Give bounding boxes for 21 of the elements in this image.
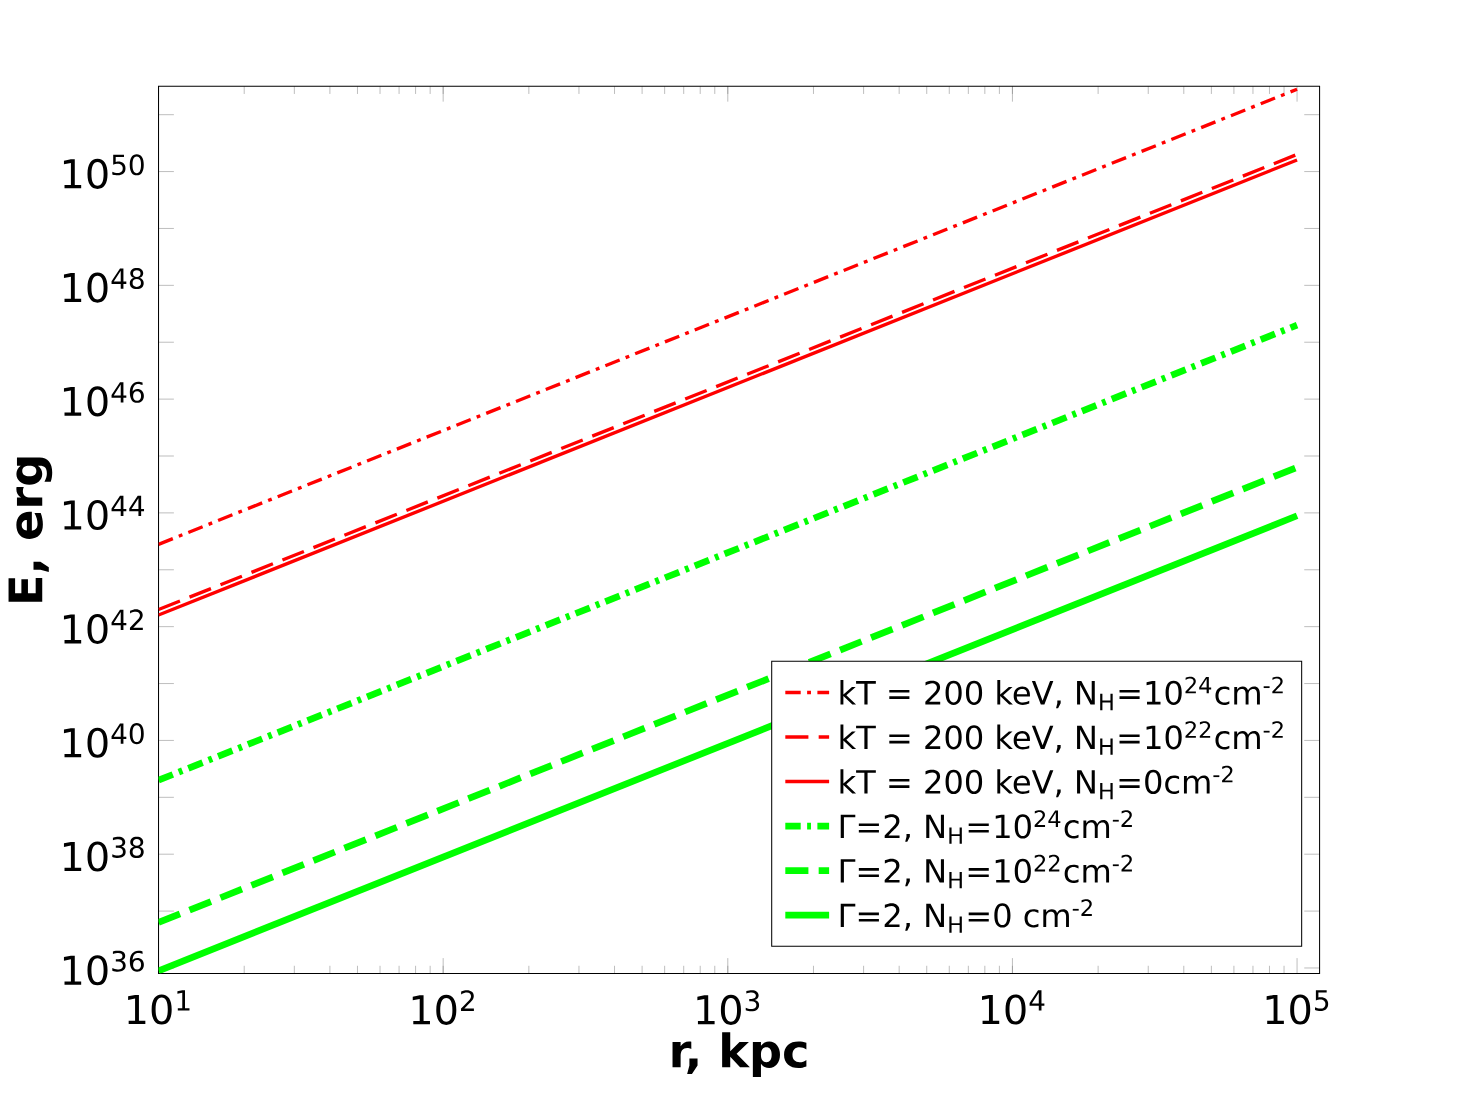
y-tick-label: 10$^{36}$	[63, 950, 144, 986]
legend-label: kT = 200 keV, N$_{H}$=10$^{24}$cm$^{-2}$	[840, 676, 1283, 711]
legend-label: kT = 200 keV, N$_{H}$=10$^{22}$cm$^{-2}$	[840, 721, 1283, 756]
legend-label: Γ=2, N$_{H}$=10$^{24}$cm$^{-2}$	[840, 810, 1132, 845]
x-axis-title: r, kpc	[672, 1032, 807, 1078]
x-tick-label: 10$^{3}$	[697, 990, 760, 1026]
x-tick-label: 10$^{5}$	[1266, 990, 1329, 1025]
legend-label: kT = 200 keV, N$_{H}$=0cm$^{-2}$	[840, 765, 1233, 800]
y-tick-label: 10$^{48}$	[63, 268, 144, 303]
x-tick-label: 10$^{4}$	[982, 990, 1045, 1025]
y-tick-label: 10$^{40}$	[63, 723, 144, 758]
x-tick-label: 10$^{2}$	[412, 990, 474, 1026]
y-axis-title: E, erg	[8, 457, 53, 603]
x-tick-label: 10$^{1}$	[128, 990, 190, 1025]
y-tick-label: 10$^{42}$	[63, 609, 143, 645]
legend-label: Γ=2, N$_{H}$=0 cm$^{-2}$	[840, 899, 1092, 934]
y-tick-label: 10$^{50}$	[63, 154, 144, 190]
legend-label: Γ=2, N$_{H}$=10$^{22}$cm$^{-2}$	[840, 854, 1132, 889]
y-tick-label: 10$^{46}$	[63, 382, 144, 417]
y-tick-label: 10$^{44}$	[63, 496, 145, 531]
y-tick-label: 10$^{38}$	[63, 837, 144, 872]
